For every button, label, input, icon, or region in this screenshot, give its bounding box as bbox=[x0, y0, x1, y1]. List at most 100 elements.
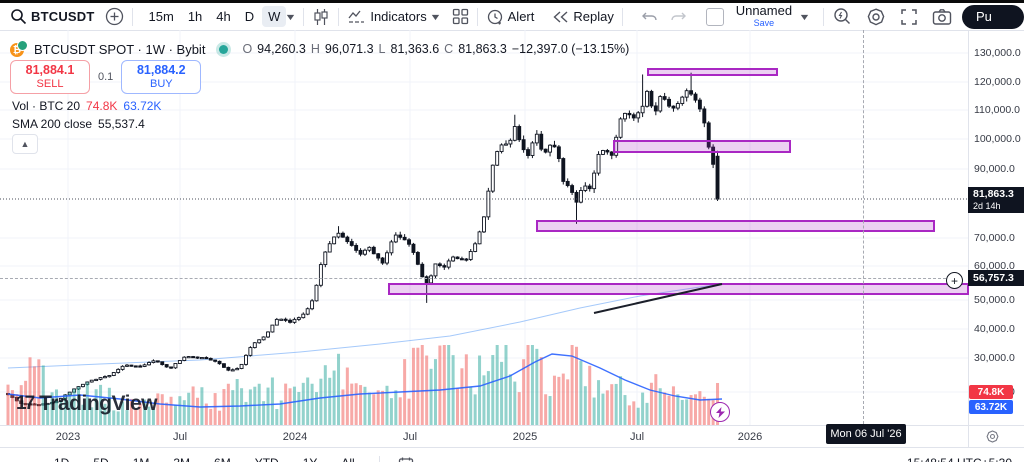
bottom-toolbar: 1D 5D 1M 3M 6M YTD 1Y All 15:48:54 UTC+5:30 bbox=[0, 447, 1024, 462]
chart-title[interactable]: BTCUSDT SPOT · 1W · Bybit bbox=[34, 41, 206, 57]
close-label: C bbox=[444, 42, 454, 56]
clock[interactable]: 15:48:54 UTC+5:30 bbox=[907, 456, 1012, 462]
time-tick-2023: 2023 bbox=[55, 431, 81, 443]
price-tick-90,000.0: 90,000.0 bbox=[974, 163, 1015, 175]
market-status-dot[interactable] bbox=[219, 44, 229, 54]
interval-chevron-down-icon[interactable]: ▼ bbox=[284, 11, 298, 22]
symbol-name[interactable]: BTCUSDT bbox=[31, 9, 95, 24]
fullscreen-icon[interactable] bbox=[900, 8, 918, 26]
volume-current: 74.8K bbox=[86, 99, 118, 113]
price-tick-40,000.0: 40,000.0 bbox=[974, 323, 1015, 335]
layout-name-widget[interactable]: Unnamed Save bbox=[736, 4, 792, 29]
toolbar-divider bbox=[131, 7, 133, 26]
crosshair-price-label: 56,757.3 bbox=[968, 270, 1024, 286]
time-tick-2025: 2025 bbox=[512, 431, 538, 443]
tradingview-logo-icon: 17 bbox=[16, 393, 35, 414]
interval-1h[interactable]: 1h bbox=[187, 9, 203, 24]
toolbar-divider bbox=[476, 7, 478, 26]
realtime-lightning-icon[interactable] bbox=[710, 402, 730, 422]
low-value: 81,363.6 bbox=[390, 42, 440, 56]
redo-icon[interactable] bbox=[669, 10, 687, 24]
chart-type-candles-icon[interactable] bbox=[312, 8, 330, 26]
time-tick-Jul: Jul bbox=[402, 431, 418, 443]
close-value: 81,863.3 bbox=[458, 42, 507, 56]
settings-gear-icon[interactable] bbox=[866, 7, 886, 27]
high-label: H bbox=[310, 42, 320, 56]
symbol-logo-icon: ₿ bbox=[10, 40, 28, 58]
toolbar-divider bbox=[338, 7, 340, 26]
buy-button[interactable]: 81,884.2 BUY bbox=[121, 60, 202, 94]
range-1D[interactable]: 1D bbox=[54, 456, 69, 462]
volume-legend-row[interactable]: Vol · BTC 20 74.8K 63.72K bbox=[12, 99, 161, 113]
volume-current-badge: 74.8K bbox=[969, 385, 1013, 399]
interval-D[interactable]: D bbox=[244, 9, 255, 24]
chevron-up-icon: ▲ bbox=[20, 139, 30, 149]
interval-15m[interactable]: 15m bbox=[148, 9, 174, 24]
top-toolbar: BTCUSDT 15m 1h 4h D W ▼ Indicators ▼ Alert R… bbox=[0, 3, 1024, 31]
add-alert-plus-icon[interactable]: + bbox=[946, 272, 963, 289]
range-3M[interactable]: 3M bbox=[173, 456, 190, 462]
interval-W[interactable]: W bbox=[262, 6, 287, 27]
volume-title: Vol · BTC 20 bbox=[12, 99, 81, 113]
interval-group: 15m 1h 4h D W bbox=[143, 6, 287, 27]
toolbar-right-group: Unnamed Save ▼ Pu bbox=[705, 4, 1024, 29]
crosshair-date-label: Mon 06 Jul '26 bbox=[826, 424, 906, 444]
sma-legend-row[interactable]: SMA 200 close 55,537.4 bbox=[12, 117, 145, 131]
price-tick-110,000.0: 110,000.0 bbox=[974, 104, 1020, 116]
search-icon[interactable] bbox=[10, 8, 27, 25]
range-1M[interactable]: 1M bbox=[133, 456, 150, 462]
date-range-group: 1D 5D 1M 3M 6M YTD 1Y All bbox=[54, 456, 379, 462]
toolbar-divider bbox=[303, 7, 305, 26]
sell-label: SELL bbox=[36, 78, 64, 90]
price-tick-30,000.0: 30,000.0 bbox=[974, 352, 1015, 364]
alert-button[interactable]: Alert bbox=[486, 8, 534, 26]
range-YTD[interactable]: YTD bbox=[255, 456, 279, 462]
calendar-icon[interactable] bbox=[398, 456, 414, 462]
sell-button[interactable]: 81,884.1 SELL bbox=[10, 60, 90, 94]
bar-countdown: 2d 14h bbox=[973, 201, 1001, 211]
window-top-strip bbox=[0, 0, 1024, 3]
time-tick-2024: 2024 bbox=[282, 431, 308, 443]
range-All[interactable]: All bbox=[341, 456, 354, 462]
indicators-chevron-down-icon: ▼ bbox=[428, 11, 442, 22]
volume-ma-badge: 63.72K bbox=[969, 400, 1013, 414]
range-6M[interactable]: 6M bbox=[214, 456, 231, 462]
compare-add-icon[interactable] bbox=[105, 7, 124, 26]
layout-square-icon[interactable] bbox=[705, 7, 724, 26]
price-tick-100,000.0: 100,000.0 bbox=[974, 133, 1021, 145]
time-tick-2026: 2026 bbox=[737, 431, 763, 443]
collapse-legend-button[interactable]: ▲ bbox=[12, 134, 38, 154]
range-5D[interactable]: 5D bbox=[93, 456, 108, 462]
crosshair-vertical-line bbox=[863, 30, 864, 424]
buy-price: 81,884.2 bbox=[136, 63, 186, 77]
high-value: 96,071.3 bbox=[324, 42, 374, 56]
range-1Y[interactable]: 1Y bbox=[303, 456, 318, 462]
price-tick-60,000.0: 60,000.0 bbox=[974, 260, 1015, 272]
time-axis-separator bbox=[0, 425, 1024, 426]
layout-chevron-down-icon[interactable]: ▼ bbox=[798, 11, 811, 22]
replay-icon bbox=[553, 10, 568, 23]
replay-button[interactable]: Replay bbox=[552, 9, 614, 24]
grid-layout-icon[interactable] bbox=[452, 8, 469, 25]
interval-4h[interactable]: 4h bbox=[216, 9, 231, 24]
price-tick-70,000.0: 70,000.0 bbox=[974, 232, 1015, 244]
price-axis-separator bbox=[968, 30, 969, 447]
open-value: 94,260.3 bbox=[257, 42, 306, 56]
axis-settings-gear-icon[interactable] bbox=[986, 430, 999, 448]
price-tick-120,000.0: 120,000.0 bbox=[974, 76, 1021, 88]
price-tick-130,000.0: 130,000.0 bbox=[974, 47, 1021, 59]
indicators-button[interactable]: Indicators ▼ bbox=[347, 8, 442, 25]
tradingview-logo-text: TradingView bbox=[39, 392, 157, 415]
quick-search-icon[interactable] bbox=[832, 7, 852, 27]
camera-icon[interactable] bbox=[932, 8, 952, 26]
sma-title: SMA 200 close bbox=[12, 117, 93, 131]
time-tick-Jul: Jul bbox=[629, 431, 645, 443]
spread-value: 0.1 bbox=[98, 71, 114, 83]
toolbar-divider bbox=[823, 7, 824, 26]
undo-icon[interactable] bbox=[641, 10, 659, 24]
save-link[interactable]: Save bbox=[753, 17, 775, 28]
publish-button[interactable]: Pu bbox=[962, 4, 1024, 29]
